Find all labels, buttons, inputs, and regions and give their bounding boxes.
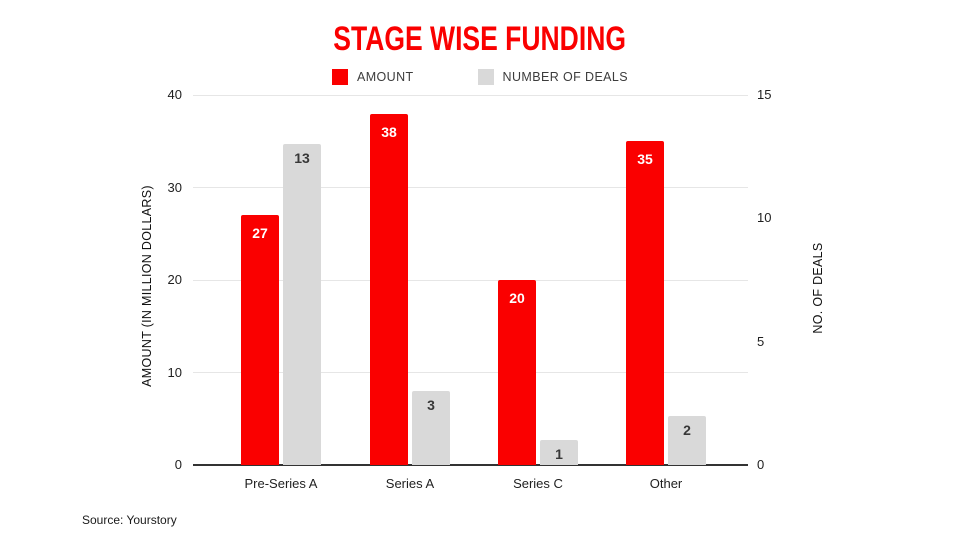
left-axis-tick-label: 30 [167, 179, 182, 195]
x-axis-category-label: Series A [385, 476, 435, 491]
legend: AMOUNT NUMBER OF DEALS [0, 69, 960, 85]
plot-area: 27 13 38 3 20 1 35 2 [193, 94, 748, 466]
amount-bar-value: 27 [252, 225, 268, 242]
gridline [193, 94, 748, 96]
amount-bar: 27 [241, 215, 279, 465]
left-axis-tick-label: 0 [174, 457, 182, 472]
gridline [193, 372, 748, 373]
legend-amount-label: AMOUNT [356, 70, 414, 84]
deals-bar-value: 1 [555, 446, 563, 463]
legend-amount-swatch-icon [331, 69, 348, 85]
right-axis-tick-label: 5 [757, 333, 765, 349]
right-axis-tick-label: 10 [757, 210, 772, 226]
amount-bar: 38 [370, 113, 408, 465]
left-axis-tick-label: 40 [167, 87, 182, 102]
deals-bar-value: 2 [683, 421, 691, 438]
deals-bar-value: 3 [427, 397, 435, 413]
amount-bar-value: 38 [381, 123, 397, 140]
left-axis-tick-label: 20 [167, 272, 182, 287]
deals-bar: 1 [540, 440, 578, 465]
right-axis-tick-label: 15 [757, 87, 772, 102]
deals-bar: 3 [412, 391, 450, 465]
gridline [193, 279, 748, 281]
amount-bar: 35 [626, 141, 664, 465]
deals-bar-value: 13 [294, 150, 310, 167]
deals-bar: 13 [283, 144, 321, 465]
page-title: STAGE WISE FUNDING [0, 20, 960, 59]
amount-bar: 20 [498, 280, 536, 465]
chart-title-text: STAGE WISE FUNDING [333, 20, 627, 58]
right-axis-title: NO. OF DEALS [811, 242, 825, 334]
left-axis-tick-label: 10 [167, 364, 182, 380]
deals-bar: 2 [668, 415, 706, 465]
legend-deals-swatch-icon [477, 69, 494, 85]
right-axis-tick-label: 0 [757, 457, 765, 472]
legend-item-deals: NUMBER OF DEALS [477, 69, 629, 85]
x-axis-category-label: Other [649, 476, 683, 491]
x-axis-category-label: Series C [513, 476, 563, 491]
legend-item-amount: AMOUNT [331, 69, 414, 85]
amount-bar-value: 35 [637, 151, 653, 168]
amount-bar-value: 20 [509, 290, 525, 306]
x-axis-line [193, 464, 748, 466]
legend-deals-label: NUMBER OF DEALS [502, 70, 629, 84]
x-axis-category-label: Pre-Series A [244, 476, 318, 491]
gridline [193, 187, 748, 188]
source-note: Source: Yourstory [82, 513, 177, 527]
